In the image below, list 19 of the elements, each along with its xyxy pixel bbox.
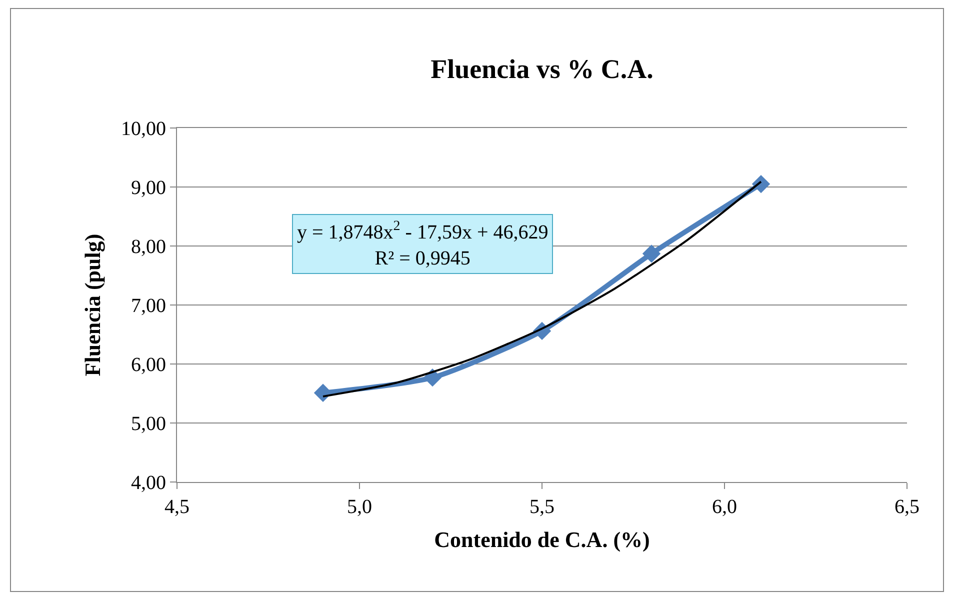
annotation: y = 1,8748x$^{2}$ - 17,59x + 46,629 R² = 0,9945 <box>297 219 548 270</box>
y-tick-label: 7,00 <box>131 295 166 317</box>
y-tick-label: 8,00 <box>131 236 166 258</box>
point <box>423 368 442 387</box>
y-tick-label: 10,00 <box>121 118 166 140</box>
x-tick-label: 6,0 <box>712 496 737 518</box>
y-tick-label: 4,00 <box>131 472 166 494</box>
y-tick-label: 9,00 <box>131 177 166 199</box>
y-axis-title: Fluencia (pulg) <box>80 234 105 376</box>
x-tick-label: 5,0 <box>347 496 372 518</box>
point <box>642 244 661 263</box>
chart-title: Fluencia vs % C.A. <box>430 54 654 84</box>
x-tick-label: 5,5 <box>530 496 554 518</box>
x-tick-label: 6,5 <box>894 496 920 518</box>
x-axis-title: Contenido de C.A. (%) <box>434 526 650 552</box>
y-tick-label: 6,00 <box>131 354 166 376</box>
y-tick-label: 5,00 <box>131 413 166 435</box>
point <box>752 174 770 194</box>
x-tick-label: 4,5 <box>164 496 190 518</box>
